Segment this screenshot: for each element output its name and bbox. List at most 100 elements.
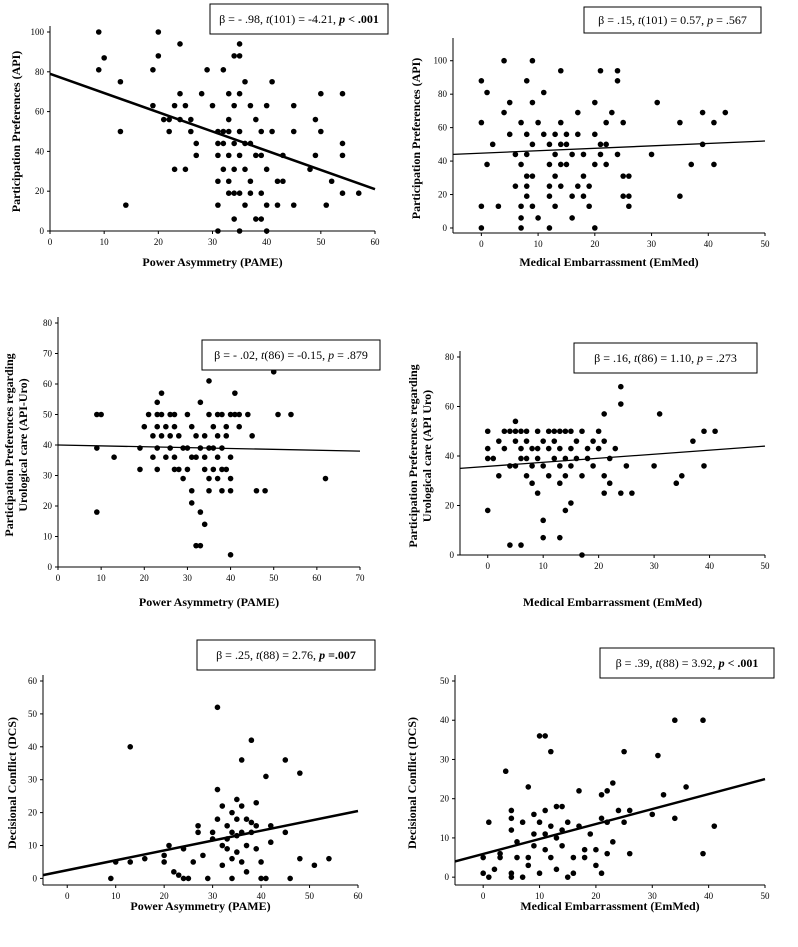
data-point: [258, 859, 264, 865]
data-point: [497, 854, 503, 861]
data-point: [225, 152, 232, 159]
x-tick-label: 20: [160, 891, 170, 901]
data-point: [569, 151, 575, 158]
data-point: [553, 866, 560, 873]
data-point: [711, 119, 717, 126]
stats-annotation: β = - .98, t(101) = -4.21, p < .001: [219, 12, 379, 26]
data-point: [229, 809, 235, 816]
data-point: [548, 748, 554, 755]
stat-df: (86) = 1.10,: [637, 351, 697, 365]
y-axis-title-line: Participation Preferences regarding: [406, 364, 420, 547]
y-tick-label: 80: [445, 352, 455, 362]
y-tick-label: 60: [438, 123, 448, 133]
data-point: [523, 183, 530, 189]
x-axis-title: Medical Embarrassment (EmMed): [523, 595, 702, 609]
data-point: [155, 29, 162, 35]
data-point: [512, 183, 519, 189]
y-axis-title: Decisional Conflict (DCS): [405, 717, 419, 849]
x-tick-label: 60: [371, 237, 381, 247]
data-point: [552, 131, 558, 138]
y-tick-label: 60: [35, 107, 45, 117]
data-point: [117, 128, 124, 135]
data-point: [514, 854, 520, 861]
data-point: [593, 862, 599, 869]
data-point: [576, 788, 582, 794]
data-point: [655, 752, 661, 759]
y-axis-title: Participation Preferences (API): [9, 51, 23, 213]
data-point: [478, 203, 485, 210]
data-point: [234, 796, 240, 803]
data-point: [193, 433, 199, 439]
data-point: [478, 77, 485, 84]
data-point: [722, 109, 729, 116]
data-point: [586, 203, 592, 210]
data-point: [263, 202, 270, 208]
data-point: [163, 423, 169, 430]
data-point: [297, 855, 303, 862]
data-point: [568, 500, 574, 506]
x-tick-label: 50: [761, 561, 771, 571]
data-point: [540, 534, 546, 541]
data-point: [501, 428, 508, 435]
data-point: [531, 831, 537, 837]
data-point: [227, 454, 234, 461]
data-point: [193, 542, 199, 549]
data-point: [223, 433, 230, 439]
data-point: [553, 803, 560, 810]
data-point: [206, 487, 212, 494]
data-point: [94, 509, 100, 515]
data-point: [601, 411, 607, 417]
regression-line: [452, 140, 766, 156]
stat-p-value: < .001: [345, 12, 379, 26]
data-point: [562, 507, 569, 514]
data-point: [219, 803, 226, 809]
data-point: [557, 161, 564, 168]
data-point: [562, 455, 569, 462]
data-point: [654, 99, 661, 106]
data-point: [557, 480, 563, 487]
stat-df: (88) = 3.92,: [659, 656, 719, 670]
data-point: [618, 383, 624, 390]
data-point: [484, 507, 491, 514]
data-point: [679, 473, 685, 479]
data-point: [529, 99, 536, 106]
stats-annotation-box: [196, 639, 376, 671]
data-point: [621, 748, 627, 755]
stat-t: t: [638, 13, 642, 27]
x-tick-label: 30: [650, 561, 660, 571]
data-point: [229, 855, 235, 862]
x-axis-title: Power Asymmetry (PAME): [142, 255, 282, 269]
data-point: [523, 151, 530, 158]
data-point: [489, 141, 496, 148]
data-point: [215, 140, 221, 147]
data-point: [180, 475, 186, 482]
y-axis-title-line: Decisional Conflict (DCS): [5, 717, 19, 849]
data-point: [232, 390, 238, 396]
data-point: [557, 183, 564, 189]
data-point: [227, 475, 234, 482]
data-point: [234, 849, 240, 855]
data-point: [243, 869, 250, 875]
data-point: [610, 839, 616, 845]
data-point: [519, 874, 526, 880]
data-point: [263, 102, 270, 109]
y-tick-label: 0: [445, 872, 450, 882]
data-point: [523, 438, 530, 444]
y-axis-title: Decisional Conflict (DCS): [5, 717, 19, 849]
y-tick-label: 40: [35, 146, 45, 156]
data-point: [238, 803, 245, 809]
data-point: [478, 119, 485, 126]
data-point: [206, 411, 212, 418]
y-tick-label: 30: [43, 471, 53, 481]
data-point: [523, 428, 530, 435]
x-tick-label: 40: [257, 891, 267, 901]
data-point: [557, 119, 564, 126]
y-tick-label: 20: [43, 501, 53, 511]
data-point: [236, 228, 243, 234]
data-point: [518, 445, 524, 452]
y-tick-label: 10: [28, 841, 38, 851]
data-point: [523, 455, 530, 462]
y-tick-label: 80: [438, 89, 448, 99]
data-point: [552, 173, 558, 179]
